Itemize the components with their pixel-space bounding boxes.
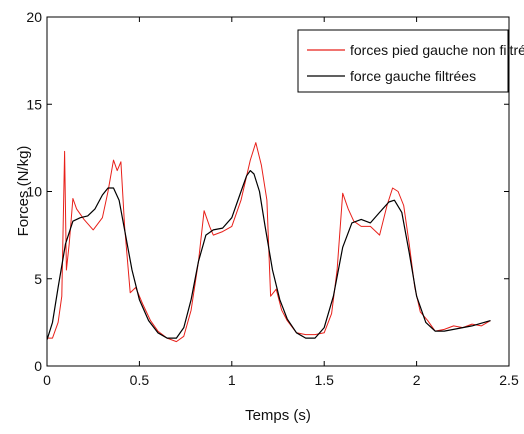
- x-tick-label: 2.5: [499, 372, 519, 388]
- x-tick-label: 0.5: [130, 372, 150, 388]
- legend-label-unfiltered: forces pied gauche non filtrées: [350, 42, 524, 58]
- legend-label-filtered: force gauche filtrées: [350, 68, 476, 84]
- y-tick-label: 15: [26, 96, 42, 112]
- y-tick-label: 20: [26, 9, 42, 25]
- y-tick-label: 0: [34, 358, 42, 374]
- x-tick-label: 0: [43, 372, 51, 388]
- x-tick-label: 2: [413, 372, 421, 388]
- x-axis-label: Temps (s): [245, 407, 311, 424]
- legend: forces pied gauche non filtrées force ga…: [298, 30, 524, 92]
- y-tick-label: 5: [34, 271, 42, 287]
- y-axis-label: Forces (N/kg): [15, 146, 32, 237]
- x-tick-label: 1: [228, 372, 236, 388]
- x-tick-label: 1.5: [314, 372, 334, 388]
